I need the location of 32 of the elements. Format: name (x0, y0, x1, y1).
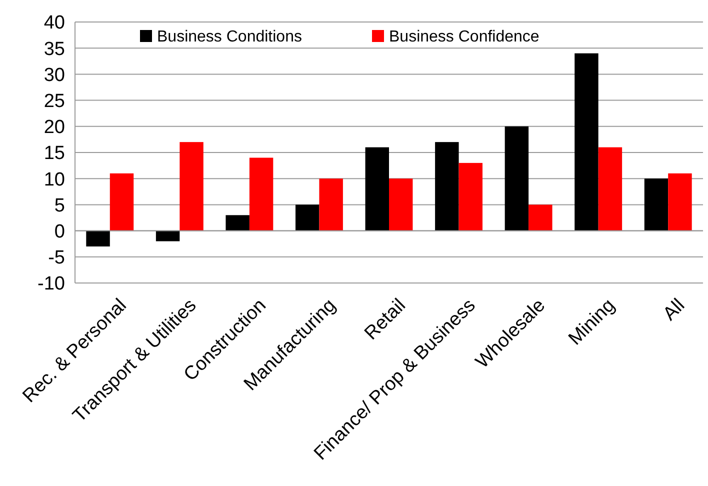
y-tick-label: 35 (44, 38, 65, 60)
bar (644, 178, 668, 231)
bar (574, 53, 598, 231)
bar (504, 126, 529, 231)
bar (528, 204, 552, 231)
y-tick-label: 30 (44, 64, 65, 86)
legend-label: Business Confidence (389, 28, 540, 46)
bar (156, 230, 180, 242)
y-tick-label: 40 (44, 12, 65, 34)
bar (296, 204, 320, 231)
legend-label: Business Conditions (157, 28, 302, 46)
bar (389, 178, 413, 231)
y-tick-label: 10 (44, 169, 65, 190)
bar (365, 147, 389, 231)
bar (668, 173, 692, 231)
bar (319, 178, 343, 231)
bar (249, 158, 274, 231)
bar (110, 173, 134, 231)
bar (86, 230, 110, 246)
bar (458, 162, 482, 231)
bar (226, 215, 250, 231)
y-tick-label: -5 (48, 248, 65, 269)
y-tick-label: 20 (44, 117, 65, 138)
bar (598, 147, 622, 231)
y-tick-label: 25 (44, 90, 65, 112)
bar (435, 142, 459, 231)
y-tick-label: 5 (54, 195, 65, 216)
x-tick-label: All (659, 295, 690, 325)
y-tick-label: 0 (54, 221, 65, 242)
y-tick-label: -10 (38, 274, 65, 295)
bar (180, 142, 204, 231)
y-tick-label: 15 (44, 143, 65, 164)
